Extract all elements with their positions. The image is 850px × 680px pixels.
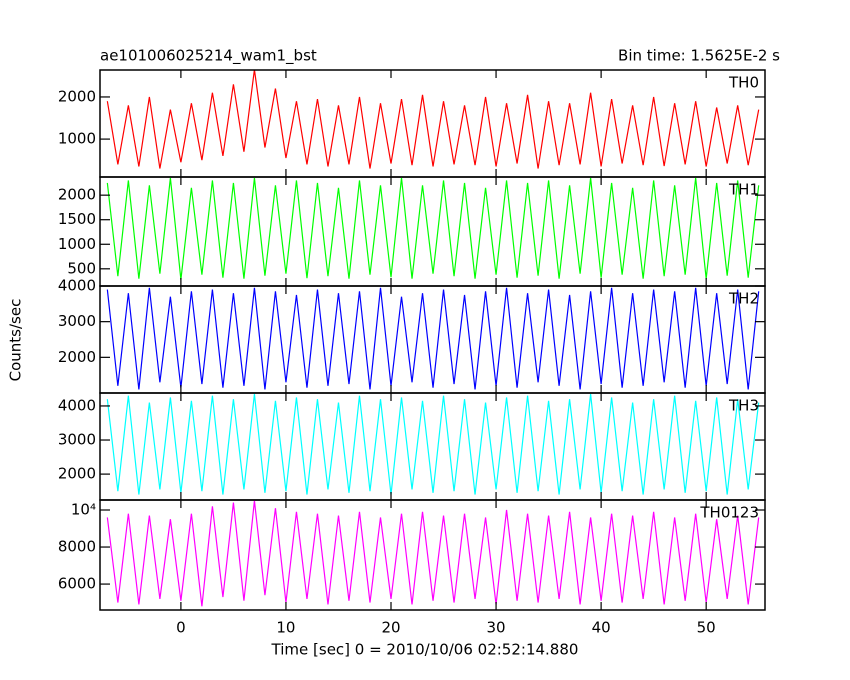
light-curve <box>106 287 760 390</box>
chart-subtitle: Bin time: 1.5625E-2 s <box>618 47 780 65</box>
y-tick-label: 2000 <box>58 87 96 105</box>
x-tick-label: 50 <box>697 619 716 637</box>
panel-label: TH1 <box>728 181 759 199</box>
y-tick-label: 6000 <box>58 575 96 593</box>
y-tick-label: 3000 <box>58 431 96 449</box>
y-tick-label: 2000 <box>58 186 96 204</box>
y-tick-label: 4000 <box>58 396 96 414</box>
panel-frame <box>99 499 766 611</box>
panel-label: TH3 <box>728 397 759 415</box>
y-tick-label: 2000 <box>58 348 96 366</box>
light-curve <box>106 393 760 495</box>
panel-label: TH2 <box>728 290 759 308</box>
x-tick-label: 30 <box>487 619 506 637</box>
panel-label: TH0 <box>728 74 759 92</box>
y-tick-label: 1500 <box>58 210 96 228</box>
y-tick-label: 1000 <box>58 235 96 253</box>
y-axis-label: Counts/sec <box>7 299 25 382</box>
x-tick-label: 0 <box>176 619 186 637</box>
light-curve <box>106 70 760 169</box>
light-curve <box>106 177 760 280</box>
panel-label: TH0123 <box>699 504 759 522</box>
x-tick-label: 10 <box>276 619 295 637</box>
y-tick-label: 2000 <box>58 465 96 483</box>
chart-title: ae101006025214_wam1_bst <box>100 47 317 66</box>
y-tick-label: 4000 <box>58 277 96 295</box>
y-tick-label: 10⁴ <box>71 501 96 519</box>
y-tick-label: 500 <box>67 259 96 277</box>
x-axis-label: Time [sec] 0 = 2010/10/06 02:52:14.880 <box>271 641 579 659</box>
y-tick-label: 3000 <box>58 312 96 330</box>
light-curve <box>106 500 760 607</box>
x-tick-label: 40 <box>592 619 611 637</box>
y-tick-label: 1000 <box>58 130 96 148</box>
y-tick-label: 8000 <box>58 538 96 556</box>
x-tick-label: 20 <box>381 619 400 637</box>
